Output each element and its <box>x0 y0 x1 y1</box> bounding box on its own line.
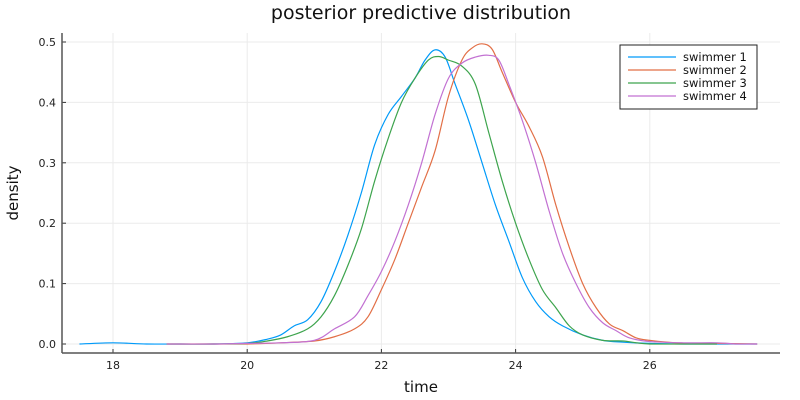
y-tick-label: 0.3 <box>39 157 57 170</box>
x-tick-label: 24 <box>509 359 523 372</box>
series-lines <box>79 43 758 345</box>
axes: 18 20 22 24 26 0.0 0.1 0.2 0.3 0.4 0.5 <box>39 33 780 372</box>
x-tick-label: 22 <box>374 359 388 372</box>
legend-entry: swimmer 2 <box>683 63 747 77</box>
y-tick-label: 0.4 <box>39 96 57 109</box>
chart-title: posterior predictive distribution <box>271 2 571 24</box>
legend-entry: swimmer 3 <box>683 76 747 90</box>
x-axis-label: time <box>404 378 438 396</box>
y-tick-label: 0.2 <box>39 217 57 230</box>
y-tick-label: 0.1 <box>39 278 57 291</box>
legend-entry: swimmer 4 <box>683 89 747 103</box>
x-tick-label: 20 <box>240 359 254 372</box>
x-tick-label: 18 <box>106 359 120 372</box>
series-line <box>166 55 717 345</box>
y-tick-label: 0.5 <box>39 36 57 49</box>
y-tick-label: 0.0 <box>39 338 57 351</box>
series-line <box>166 54 758 345</box>
legend-entry: swimmer 1 <box>683 50 747 64</box>
x-tick-label: 26 <box>643 359 657 372</box>
series-line <box>166 43 758 345</box>
y-axis-label: density <box>4 165 22 220</box>
